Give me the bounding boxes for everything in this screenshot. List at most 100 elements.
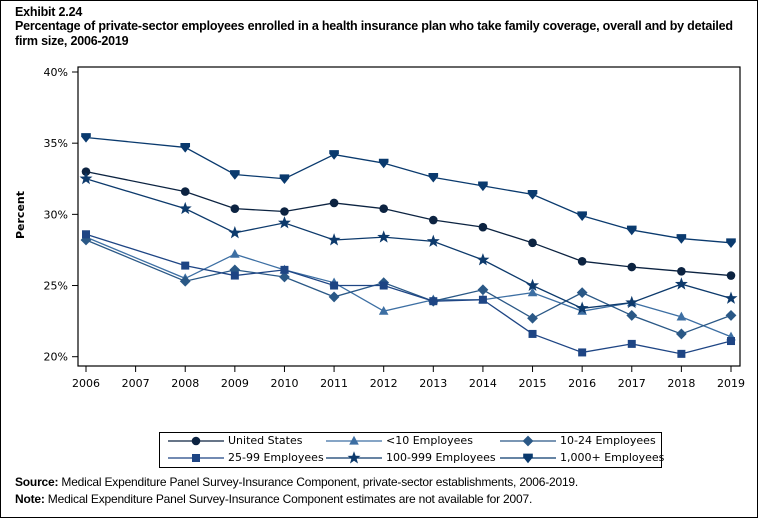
data-point-star [724, 291, 738, 304]
source-label: Source: [15, 475, 59, 489]
note-text: Medical Expenditure Panel Survey-Insuran… [44, 492, 533, 506]
legend-label: 10-24 Employees [560, 434, 656, 447]
data-point-triangle [378, 305, 389, 315]
data-point-square [578, 348, 587, 357]
chart-title: Percentage of private-sector employees e… [15, 19, 733, 48]
x-tick-label: 2010 [270, 377, 298, 390]
x-tick-label: 2013 [419, 377, 447, 390]
plot-area [77, 66, 741, 367]
data-point-star [277, 216, 291, 229]
legend-label: United States [228, 434, 303, 447]
data-point-square [677, 349, 686, 358]
data-point-star [674, 277, 688, 290]
y-tick-label: 40% [44, 66, 68, 79]
legend-swatch-triangle [326, 435, 382, 445]
data-point-square [528, 329, 537, 338]
source-note: Source: Medical Expenditure Panel Survey… [15, 475, 578, 489]
data-point-square [230, 271, 239, 280]
data-point-triangle-down [527, 190, 538, 200]
x-tick-label: 2016 [568, 377, 596, 390]
x-tick-label: 2014 [469, 377, 497, 390]
y-tick-label: 25% [44, 280, 68, 293]
data-point-triangle [230, 249, 240, 258]
data-point-triangle-down [180, 143, 191, 153]
data-point-circle [478, 222, 488, 232]
data-point-circle [528, 238, 537, 248]
data-point-star [228, 226, 242, 239]
data-point-triangle-down [577, 211, 587, 221]
data-point-diamond [279, 271, 290, 283]
data-point-circle [726, 271, 736, 280]
legend-label: 1,000+ Employees [560, 451, 665, 464]
x-axis: 2006 2007 2008 2009 2010 2011 2012 2013 2014 2015… [72, 366, 745, 390]
data-point-triangle-down [626, 225, 637, 236]
data-point-triangle [527, 287, 538, 297]
x-tick-label: 2019 [717, 377, 745, 390]
data-point-triangle-down [81, 133, 91, 143]
legend-swatch-triangle-down [500, 453, 556, 464]
legend: United States <10 Employees 10-24 Employ… [159, 432, 665, 468]
legend-marker-circle [191, 436, 201, 446]
data-point-diamond [626, 310, 638, 321]
data-point-square [280, 265, 289, 274]
data-point-star [377, 230, 391, 243]
x-tick-label: 2012 [370, 377, 398, 390]
data-point-diamond [80, 234, 92, 246]
data-point-diamond [527, 312, 538, 324]
legend-marker-square [192, 454, 200, 462]
data-point-star [327, 233, 341, 246]
data-point-square [429, 297, 438, 306]
legend-marker-triangle [349, 435, 359, 445]
y-axis-title: Percent [14, 191, 27, 239]
data-point-square [379, 281, 388, 290]
legend-swatch-circle [168, 436, 224, 446]
availability-note: Note: Medical Expenditure Panel Survey-I… [15, 492, 532, 506]
y-axis: 20% 25% 30% 35% 40% [44, 66, 78, 364]
data-point-triangle-down [329, 150, 339, 160]
source-text: Medical Expenditure Panel Survey-Insuran… [58, 475, 579, 489]
data-point-circle [429, 215, 438, 225]
data-point-diamond [477, 284, 489, 296]
data-point-diamond [328, 291, 340, 303]
data-point-triangle-down [378, 158, 389, 169]
data-point-diamond [725, 310, 737, 321]
note-label: Note: [15, 492, 45, 506]
x-tick-label: 2015 [519, 377, 547, 390]
line-chart: 20% 25% 30% 35% 40% 2006 2007 2008 2009 2010 2011… [14, 66, 745, 390]
series-100-999-employees [79, 171, 738, 314]
data-point-circle [81, 167, 91, 176]
data-point-triangle-down [279, 174, 290, 184]
data-point-diamond [179, 275, 191, 287]
y-tick-label: 35% [44, 137, 68, 150]
data-point-triangle-down [230, 170, 240, 180]
series-25-99-employees [82, 230, 735, 358]
data-point-triangle [676, 311, 687, 321]
data-point-circle [329, 198, 339, 208]
x-tick-label: 2011 [320, 377, 348, 390]
data-point-triangle-down [428, 172, 439, 183]
series-united-states [81, 167, 736, 280]
data-point-square [82, 230, 90, 239]
legend-marker-triangle-down [523, 453, 533, 464]
data-point-square [478, 295, 487, 304]
x-tick-label: 2009 [221, 377, 249, 390]
y-tick-label: 20% [44, 351, 68, 364]
data-point-circle [230, 204, 240, 213]
series-layer [79, 133, 738, 358]
data-point-star [79, 171, 93, 185]
legend-swatch-star [326, 451, 382, 464]
data-point-star [575, 301, 589, 314]
data-point-star [526, 278, 540, 292]
legend-label: 25-99 Employees [228, 451, 324, 464]
data-point-circle [180, 187, 190, 196]
x-tick-label: 2008 [171, 377, 199, 390]
data-point-star [625, 295, 639, 309]
legend-marker-diamond [522, 435, 534, 447]
data-point-square [330, 281, 339, 290]
data-point-circle [577, 257, 587, 266]
data-point-diamond [675, 328, 687, 340]
data-point-diamond [576, 287, 588, 299]
data-point-square [627, 339, 636, 348]
data-point-circle [379, 204, 388, 213]
data-point-star [426, 234, 440, 247]
